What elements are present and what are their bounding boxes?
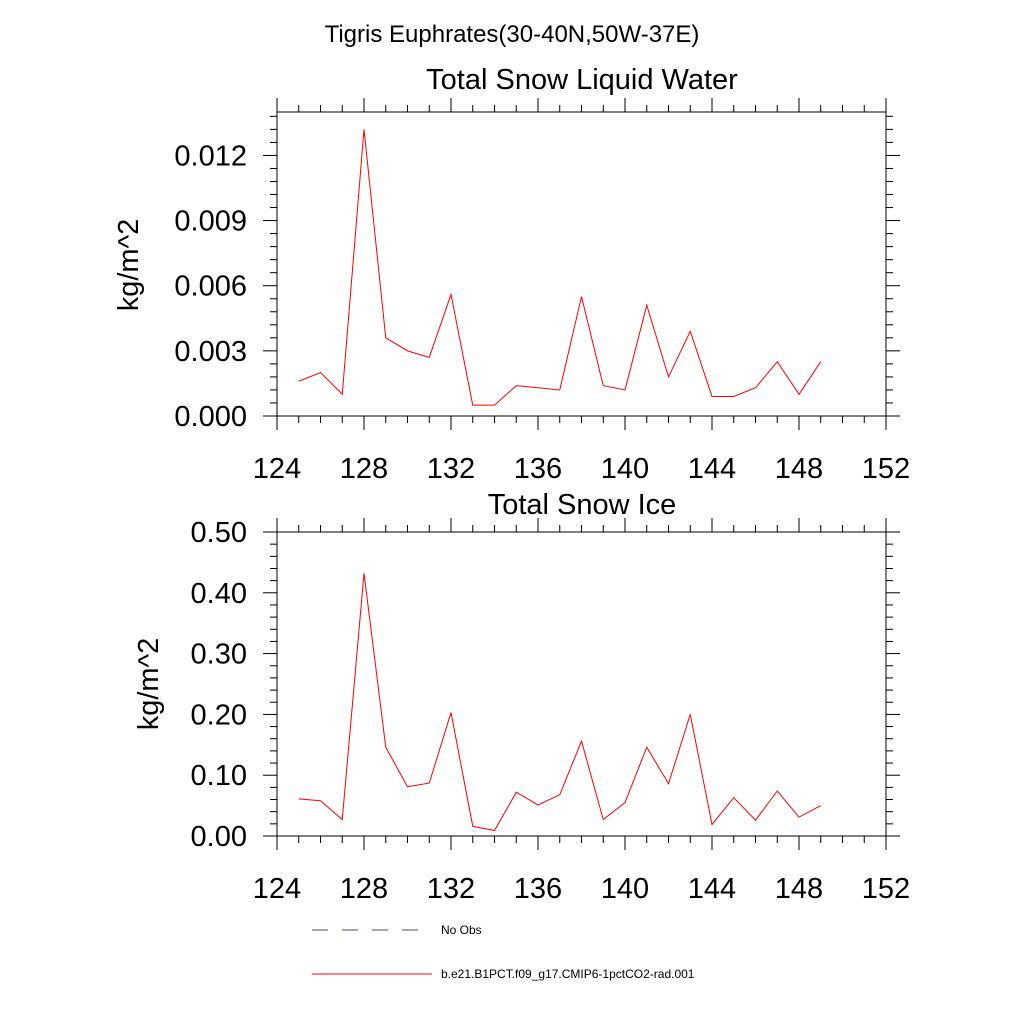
y-tick-label: 0.20 bbox=[191, 699, 247, 731]
panel-title: Total Snow Liquid Water bbox=[426, 64, 738, 96]
x-tick-label: 132 bbox=[427, 873, 475, 905]
y-axis-label: kg/m^2 bbox=[113, 219, 145, 312]
y-tick-label: 0.006 bbox=[174, 271, 247, 303]
y-tick-label: 0.012 bbox=[174, 140, 247, 172]
x-tick-label: 152 bbox=[862, 873, 910, 905]
y-tick-label: 0.000 bbox=[174, 401, 247, 433]
legend: No Obs b.e21.B1PCT.f09_g17.CMIP6-1pctCO2… bbox=[312, 923, 695, 981]
series-line bbox=[298, 129, 822, 406]
x-tick-label: 124 bbox=[253, 873, 301, 905]
x-tick-label: 140 bbox=[601, 873, 649, 905]
x-tick-label: 140 bbox=[601, 453, 649, 485]
x-tick-label: 148 bbox=[775, 453, 823, 485]
y-tick-label: 0.003 bbox=[174, 336, 247, 368]
panel-snow-ice: Total Snow Ice kg/m^2 124 128 132 136 140 144… bbox=[133, 489, 910, 905]
y-axis-label: kg/m^2 bbox=[133, 638, 165, 731]
plot-frame bbox=[276, 111, 887, 417]
x-tick-label: 128 bbox=[340, 873, 388, 905]
x-tick-label: 128 bbox=[340, 453, 388, 485]
y-tick-label: 0.10 bbox=[191, 760, 247, 792]
x-tick-label: 136 bbox=[514, 453, 562, 485]
x-tick-label: 136 bbox=[514, 873, 562, 905]
x-tick-label: 148 bbox=[775, 873, 823, 905]
x-tick-label: 144 bbox=[688, 453, 736, 485]
x-tick-label: 144 bbox=[688, 873, 736, 905]
series-line bbox=[298, 573, 821, 832]
x-tick-label: 132 bbox=[427, 453, 475, 485]
x-tick-label: 152 bbox=[862, 453, 910, 485]
panel-title: Total Snow Ice bbox=[488, 489, 677, 521]
figure-suptitle: Tigris Euphrates(30-40N,50W-37E) bbox=[325, 21, 700, 48]
y-tick-label: 0.30 bbox=[191, 639, 247, 671]
y-tick-label: 0.009 bbox=[174, 206, 247, 238]
y-tick-label: 0.50 bbox=[191, 517, 247, 549]
legend-label-model-run: b.e21.B1PCT.f09_g17.CMIP6-1pctCO2-rad.00… bbox=[441, 967, 695, 981]
y-tick-label: 0.00 bbox=[191, 821, 247, 853]
x-tick-label: 124 bbox=[253, 453, 301, 485]
y-tick-label: 0.40 bbox=[191, 578, 247, 610]
plot-frame bbox=[276, 531, 887, 837]
panel-snow-liquid-water: Total Snow Liquid Water kg/m^2 124 128 132… bbox=[113, 64, 910, 485]
legend-label-no-obs: No Obs bbox=[441, 923, 482, 937]
